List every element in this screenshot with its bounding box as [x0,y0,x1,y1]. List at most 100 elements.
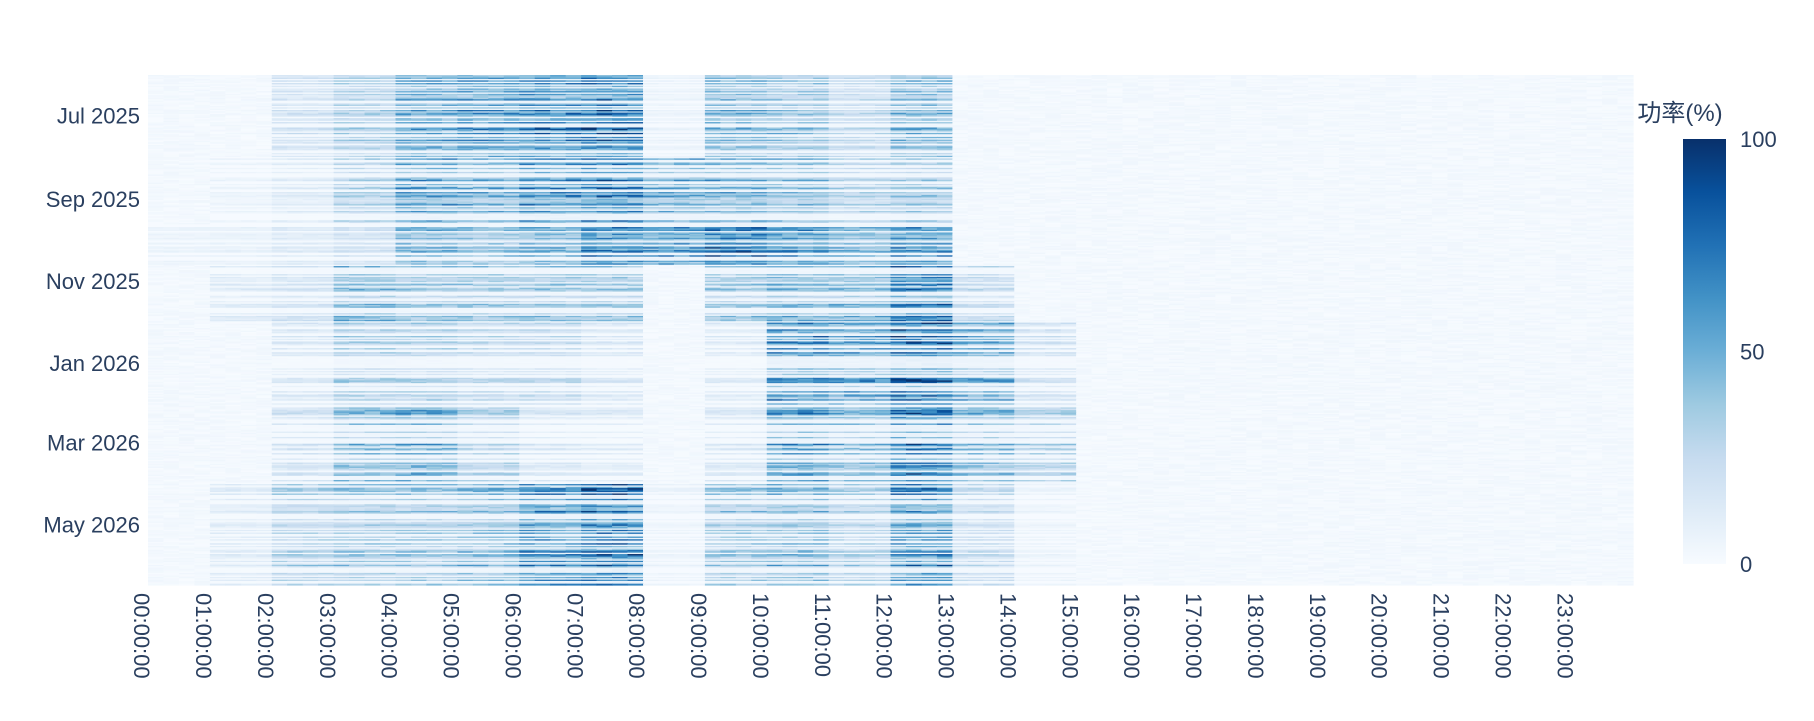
heatmap-cell [1277,79,1294,81]
heatmap-cell [704,95,721,98]
heatmap-cell [550,83,567,86]
heatmap-cell [1385,100,1402,103]
heatmap-cell [828,89,845,92]
heatmap-cell [1602,75,1619,77]
heatmap-cell [1524,100,1541,103]
heatmap-cell [1060,87,1077,90]
heatmap-cell [472,103,489,106]
heatmap-cell [1385,95,1402,98]
heatmap-cell [349,99,366,102]
heatmap-cell [1184,83,1201,86]
heatmap-cell [349,97,366,100]
heatmap-cell [1091,83,1108,86]
heatmap-cell [612,95,629,98]
heatmap-cell [627,81,644,84]
heatmap-cell [967,79,984,81]
heatmap-cell [318,95,335,98]
heatmap-cell [256,76,273,79]
heatmap-cell [1277,97,1294,100]
heatmap-cell [1076,87,1093,90]
heatmap-cell [380,75,397,77]
heatmap-cell [364,97,381,100]
heatmap-cell [519,99,536,102]
heatmap-cell [735,99,752,102]
heatmap-cell [720,91,737,94]
heatmap-cell [1060,76,1077,79]
heatmap-cell [1323,81,1340,84]
heatmap-cell [1493,97,1510,100]
heatmap-cell [148,88,165,91]
heatmap-cell [1199,100,1216,103]
heatmap-cell [1045,89,1062,92]
heatmap-cell [720,89,737,92]
heatmap-cell [689,89,706,92]
heatmap-cell [1107,89,1124,92]
heatmap-cell [581,96,598,99]
heatmap-cell [689,101,706,104]
heatmap-cell [1586,95,1603,98]
heatmap-cell [441,97,458,100]
heatmap-cell [287,84,304,87]
heatmap-cell [735,87,752,90]
heatmap-cell [1277,89,1294,92]
heatmap-cell [364,76,381,79]
heatmap-cell [658,91,675,94]
heatmap-cell [1230,93,1247,96]
heatmap-cell [998,85,1015,88]
heatmap-cell [1493,91,1510,94]
heatmap-cell [581,75,598,77]
heatmap-cell [905,101,923,104]
heatmap-cell [1540,97,1557,100]
heatmap-cell [797,88,814,91]
heatmap-cell [1308,84,1325,87]
heatmap-cell [395,93,412,96]
heatmap-cell [410,93,428,96]
heatmap-cell [720,97,737,100]
heatmap-cell [921,91,938,94]
heatmap-cell [318,83,335,86]
heatmap-cell [1076,81,1093,84]
heatmap-cell [1339,76,1356,79]
heatmap-cell [596,95,613,98]
heatmap-cell [488,100,505,103]
heatmap-cell [1540,80,1557,83]
heatmap-cell [148,83,165,86]
heatmap-cell [1277,96,1294,99]
heatmap-cell [457,80,474,83]
heatmap-cell [1509,79,1526,81]
heatmap-cell [1447,84,1464,87]
heatmap-cell [302,96,319,99]
heatmap-cell [720,103,737,106]
heatmap-cell [1045,83,1062,86]
heatmap-cell [1447,77,1464,80]
heatmap-cell [1524,81,1541,84]
heatmap-cell [627,96,644,99]
heatmap-cell [936,95,953,98]
heatmap-cell [1354,88,1371,91]
heatmap-cell [410,91,428,94]
heatmap-cell [1447,80,1464,83]
heatmap-cell [782,97,799,100]
heatmap-cell [673,89,691,92]
heatmap-cell [271,101,288,104]
heatmap-cell [488,84,505,87]
heatmap-cell [1138,85,1155,88]
heatmap-cell [1292,100,1309,103]
heatmap-cell [1400,101,1418,104]
heatmap-cell [441,88,458,91]
heatmap-cell [844,97,861,100]
heatmap-cell [1168,101,1186,104]
heatmap-cell [998,88,1015,91]
heatmap-cell [287,88,304,91]
heatmap-cell [1602,91,1619,94]
heatmap-cell [318,80,335,83]
heatmap-cell [890,103,907,106]
heatmap-cell [1586,92,1603,95]
heatmap-cell [1014,96,1031,99]
heatmap-cell [364,80,381,83]
heatmap-cell [1122,76,1139,79]
heatmap-cell [364,99,381,102]
heatmap-cell [875,81,892,84]
heatmap-cell [1524,101,1541,104]
heatmap-cell [952,77,969,80]
